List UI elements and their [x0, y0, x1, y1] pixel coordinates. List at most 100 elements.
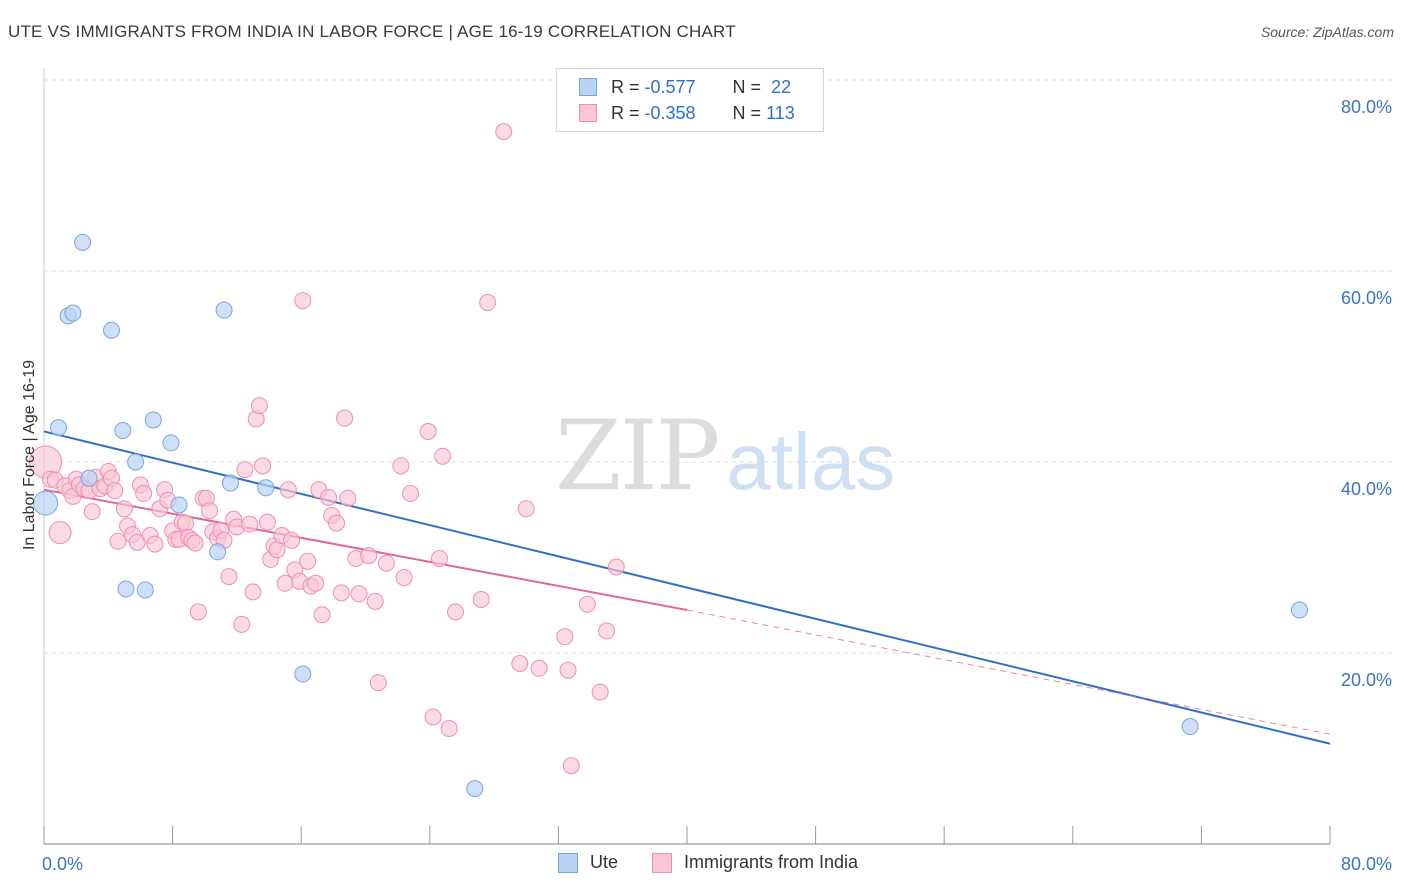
- ute-point: [466, 780, 484, 798]
- ute-point: [136, 581, 154, 599]
- ute-point: [1181, 718, 1199, 736]
- india-point: [176, 514, 194, 532]
- n-label: N =: [732, 76, 762, 97]
- ute-point: [209, 543, 227, 561]
- india-point: [511, 655, 529, 673]
- india-point: [241, 515, 259, 533]
- india-point: [276, 574, 294, 592]
- india-point: [268, 541, 286, 559]
- india-point: [244, 583, 262, 601]
- india-point: [236, 461, 254, 479]
- india-point: [578, 595, 596, 613]
- india-point: [402, 485, 420, 503]
- x-tick-label-max: 80.0%: [1341, 854, 1392, 874]
- india-point: [258, 513, 276, 531]
- ute-point: [144, 411, 162, 429]
- ute-swatch: [579, 78, 597, 96]
- x-tick-label-min: 0.0%: [42, 854, 83, 874]
- india-point: [339, 489, 357, 507]
- india-point: [598, 622, 616, 640]
- correlation-legend: R = -0.577 N = 22 R = -0.358 N = 113: [556, 68, 824, 132]
- ute-point: [257, 479, 275, 497]
- legend-label-india: Immigrants from India: [684, 852, 859, 872]
- legend-row-india: R = -0.358 N = 113: [579, 101, 795, 125]
- ute-point: [103, 321, 121, 339]
- tick-labels: 20.0% 40.0% 60.0% 80.0% 0.0% 80.0%: [42, 97, 1392, 874]
- ute-point: [114, 421, 132, 439]
- ute-point: [162, 434, 180, 452]
- watermark-atlas: atlas: [726, 417, 896, 506]
- india-point: [479, 294, 497, 312]
- india-point: [377, 554, 395, 572]
- india-point: [424, 708, 442, 726]
- india-point: [350, 585, 368, 603]
- india-point: [106, 482, 124, 500]
- ute-point: [127, 453, 145, 471]
- india-point: [392, 457, 410, 475]
- india-swatch: [579, 104, 597, 122]
- india-point: [250, 397, 268, 415]
- ute-point: [294, 665, 312, 683]
- india-point: [369, 674, 387, 692]
- india-point: [186, 534, 204, 552]
- india-point: [517, 500, 535, 518]
- india-point: [607, 558, 625, 576]
- ute-point: [170, 496, 188, 514]
- india-point: [562, 757, 580, 775]
- data-points: [29, 123, 1308, 798]
- chart-title: UTE VS IMMIGRANTS FROM INDIA IN LABOR FO…: [8, 22, 736, 41]
- india-point: [135, 485, 153, 503]
- y-tick-label: 60.0%: [1341, 288, 1392, 308]
- ute-point: [117, 580, 135, 598]
- india-point: [495, 123, 513, 141]
- india-point: [320, 488, 338, 506]
- n-value: 113: [766, 102, 795, 123]
- ute-point: [74, 233, 92, 251]
- india-point: [254, 457, 272, 475]
- india-point: [220, 568, 238, 586]
- india-point: [447, 603, 465, 621]
- india-point: [591, 683, 609, 701]
- r-value: -0.358: [644, 102, 696, 123]
- legend-label-ute: Ute: [590, 852, 619, 872]
- y-axis-label: In Labor Force | Age 16-19: [21, 359, 38, 551]
- india-point: [559, 661, 577, 679]
- ute-trend-line: [43, 430, 1331, 745]
- y-tick-label: 20.0%: [1341, 670, 1392, 690]
- india-point: [430, 549, 448, 567]
- legend-row-ute: R = -0.577 N = 22: [579, 75, 791, 99]
- watermark: ZIP atlas: [555, 400, 895, 512]
- source-label[interactable]: Source: ZipAtlas.com: [1260, 24, 1394, 40]
- india-point: [115, 500, 133, 518]
- r-label: R =: [611, 102, 640, 123]
- india-point: [299, 552, 317, 570]
- india-point: [189, 603, 207, 621]
- india-point: [366, 592, 384, 610]
- legend-item-ute[interactable]: Ute: [558, 852, 618, 873]
- ute-swatch: [558, 852, 578, 873]
- india-point: [201, 502, 219, 520]
- ute-point: [221, 474, 239, 492]
- y-tick-label: 40.0%: [1341, 479, 1392, 499]
- india-swatch: [652, 852, 672, 873]
- india-point: [307, 574, 325, 592]
- india-point: [146, 535, 164, 553]
- india-point: [556, 628, 574, 646]
- india-point: [360, 547, 378, 565]
- india-point: [336, 409, 354, 427]
- r-value: -0.577: [644, 76, 696, 97]
- india-point: [279, 481, 297, 499]
- n-label: N =: [732, 102, 762, 123]
- india-point: [434, 447, 452, 465]
- india-point: [395, 569, 413, 587]
- ute-point: [80, 469, 98, 487]
- india-point: [472, 591, 490, 609]
- india-point: [440, 719, 458, 737]
- india-point: [48, 521, 72, 545]
- india-trend-extension: [686, 609, 1331, 735]
- ute-point: [1290, 601, 1308, 619]
- legend-item-india[interactable]: Immigrants from India: [652, 852, 858, 873]
- grid-lines: [44, 79, 1392, 654]
- india-point: [233, 615, 251, 633]
